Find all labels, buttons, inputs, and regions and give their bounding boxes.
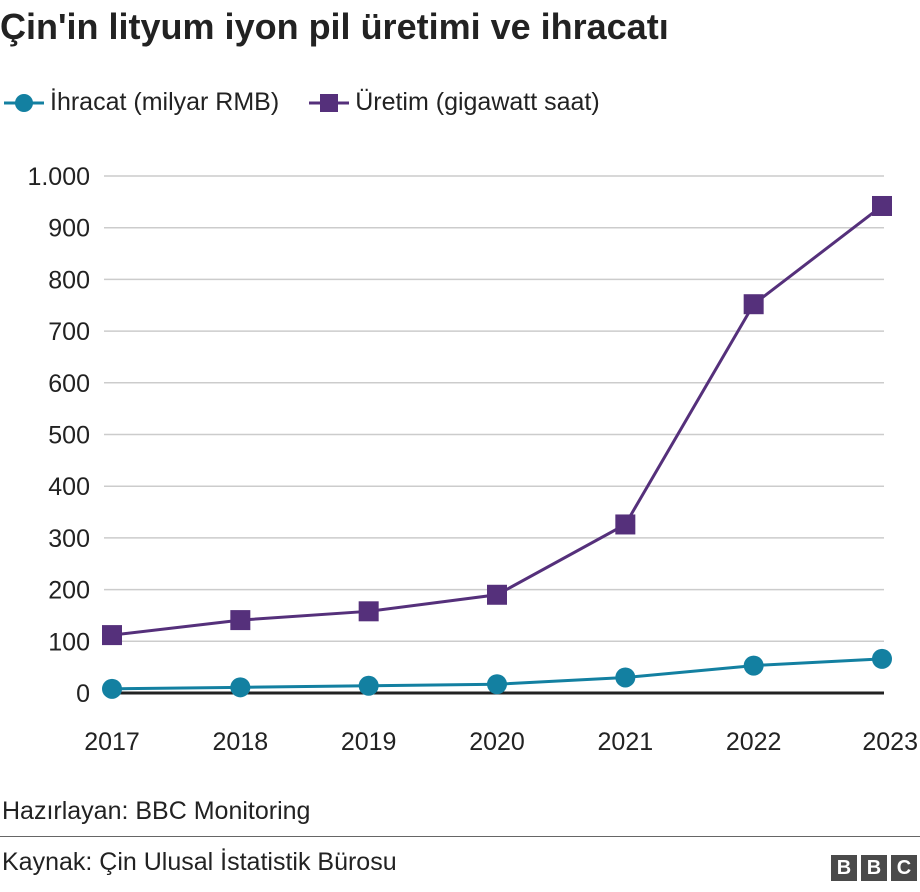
data-point-square — [743, 294, 764, 315]
legend-square-marker-icon — [309, 93, 350, 112]
y-tick-label: 700 — [48, 318, 90, 346]
data-point-circle — [102, 678, 122, 699]
y-tick-label: 900 — [48, 215, 90, 243]
x-tick-label: 2021 — [598, 728, 654, 756]
y-tick-label: 800 — [48, 266, 90, 294]
data-point-circle — [230, 677, 251, 698]
data-point-circle — [615, 667, 636, 688]
x-tick-label: 2019 — [341, 728, 397, 756]
x-tick-label: 2018 — [213, 728, 269, 756]
data-point-square — [102, 625, 122, 646]
bbc-logo-letter: B — [861, 855, 887, 881]
chart-legend: İhracat (milyar RMB) Üretim (gigawatt sa… — [4, 88, 630, 117]
y-tick-label: 300 — [48, 525, 90, 553]
x-tick-label: 2017 — [84, 728, 140, 756]
data-point-circle — [358, 675, 379, 696]
data-point-circle — [743, 655, 764, 676]
bbc-logo-letter: B — [831, 855, 857, 881]
legend-item-uretim: Üretim (gigawatt saat) — [309, 88, 600, 117]
legend-item-ihracat: İhracat (milyar RMB) — [4, 88, 279, 117]
y-tick-label: 100 — [48, 628, 90, 656]
chart-title: Çin'in lityum iyon pil üretimi ve ihraca… — [0, 6, 669, 47]
x-tick-label: 2022 — [726, 728, 782, 756]
series-line — [111, 204, 883, 637]
bbc-logo-letter: C — [891, 855, 917, 881]
y-tick-label: 1.000 — [27, 163, 90, 191]
data-point-square — [358, 601, 379, 622]
y-tick-label: 0 — [76, 680, 90, 708]
bbc-logo: B B C — [831, 855, 917, 881]
x-tick-label: 2023 — [862, 728, 918, 756]
y-tick-label: 600 — [48, 370, 90, 398]
data-point-square — [872, 195, 892, 216]
footer-divider — [0, 836, 920, 837]
y-tick-label: 200 — [48, 577, 90, 605]
data-point-square — [615, 514, 636, 535]
legend-label-uretim: Üretim (gigawatt saat) — [355, 88, 600, 116]
line-chart: 0 100 200 300 400 500 600 700 800 900 1.000 2017 201… — [27, 163, 918, 756]
data-point-square — [487, 584, 507, 605]
data-point-circle — [487, 674, 507, 695]
legend-label-ihracat: İhracat (milyar RMB) — [50, 88, 280, 116]
x-tick-label: 2020 — [469, 728, 525, 756]
y-tick-label: 500 — [48, 422, 90, 450]
source-text: Kaynak: Çin Ulusal İstatistik Bürosu — [2, 848, 397, 876]
legend-circle-marker-icon — [4, 93, 44, 112]
credit-text: Hazırlayan: BBC Monitoring — [2, 797, 311, 825]
data-point-circle — [872, 648, 892, 669]
data-point-square — [230, 610, 251, 631]
y-tick-label: 400 — [48, 473, 90, 501]
